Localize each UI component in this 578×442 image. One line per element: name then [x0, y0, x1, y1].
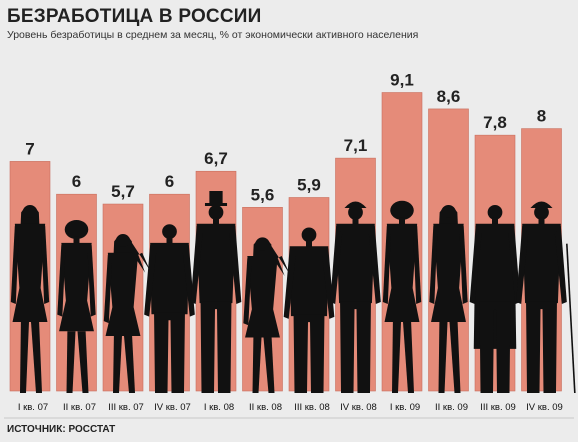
x-tick-label-11: III кв. 09: [480, 402, 516, 413]
x-tick-label-7: III кв. 08: [294, 402, 330, 413]
person-silhouette-woman-short-hair: [429, 205, 468, 393]
person-silhouette-woman-dress: [10, 205, 50, 393]
value-label-6: 5,6: [251, 185, 275, 204]
person-silhouette-man-cane-hat: [516, 201, 576, 394]
value-label-1: 7: [25, 139, 34, 158]
x-tick-label-8: IV кв. 08: [340, 402, 377, 413]
person-silhouette-woman-hair-up: [57, 219, 96, 393]
x-tick-label-5: I кв. 08: [204, 402, 234, 413]
value-label-11: 7,8: [483, 113, 507, 132]
value-label-8: 7,1: [344, 136, 368, 155]
value-label-9: 9,1: [390, 71, 414, 90]
value-label-10: 8,6: [437, 87, 461, 106]
x-tick-label-4: IV кв. 07: [154, 402, 191, 413]
value-label-12: 8: [537, 107, 546, 126]
chart-subtitle: Уровень безработицы в среднем за месяц, …: [7, 29, 419, 41]
person-silhouette-woman-big-hair: [382, 200, 422, 393]
value-label-5: 6,7: [204, 149, 228, 168]
x-tick-label-2: II кв. 07: [63, 402, 96, 413]
value-label-2: 6: [72, 172, 81, 191]
person-silhouette-man-broad: [144, 224, 195, 393]
x-tick-label-6: II кв. 08: [249, 402, 282, 413]
person-silhouette-man-cap-large: [330, 201, 381, 393]
source-note: ИСТОЧНИК: РОССТАТ: [7, 424, 116, 435]
person-silhouette-man-top-hat: [190, 191, 242, 393]
x-tick-label-1: I кв. 07: [18, 402, 48, 413]
person-silhouette-woman-phone: [243, 237, 290, 393]
value-label-7: 5,9: [297, 175, 321, 194]
x-tick-label-3: III кв. 07: [108, 402, 144, 413]
person-silhouette-woman-hand-on-head: [103, 234, 151, 393]
x-tick-label-12: IV кв. 09: [526, 402, 563, 413]
x-tick-label-9: I кв. 09: [390, 402, 420, 413]
value-label-4: 6: [165, 172, 174, 191]
x-tick-label-10: II кв. 09: [435, 402, 468, 413]
person-silhouette-man-coat: [469, 205, 521, 393]
value-label-3: 5,7: [111, 182, 135, 201]
chart-title: БЕЗРАБОТИЦА В РОССИИ: [7, 6, 262, 27]
